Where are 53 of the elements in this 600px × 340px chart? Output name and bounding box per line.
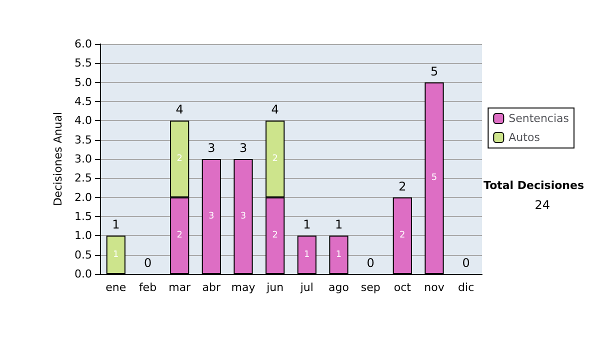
y-tick-label: 5.5	[74, 56, 92, 70]
total-label: 4	[271, 102, 279, 117]
total-label: 0	[366, 256, 374, 270]
y-tick-label: 4.5	[74, 95, 92, 108]
total-label: 1	[303, 218, 311, 232]
data-label: 1	[336, 250, 342, 260]
text: Total Decisiones	[484, 179, 584, 192]
y-tick-label: 1.0	[74, 229, 92, 242]
total-label: 4	[176, 102, 184, 117]
x-tick-label: ago	[328, 281, 350, 294]
x-tick-label: dic	[458, 281, 474, 294]
y-tick-label: 3.5	[74, 133, 92, 146]
total-label: 3	[208, 141, 216, 155]
total-label: 0	[144, 256, 152, 270]
total-label: 5	[430, 64, 438, 78]
total-label: 2	[398, 179, 406, 194]
y-tick-label: 1.5	[74, 210, 92, 223]
data-label: 1	[304, 250, 310, 260]
y-tick-label: 2.5	[74, 172, 92, 185]
data-label: 2	[400, 230, 406, 241]
data-label: 3	[208, 212, 214, 222]
data-label: 1	[113, 250, 119, 260]
x-tick-label: mar	[168, 281, 192, 294]
y-tick-label: 2.0	[74, 190, 92, 204]
legend-label: Autos	[508, 131, 540, 144]
text: 24	[534, 198, 550, 212]
legend-label: Sentencias	[508, 112, 570, 125]
y-axis-title: Decisiones Anual	[52, 112, 65, 206]
y-tick-label: 4.0	[74, 114, 92, 128]
x-tick-label: nov	[424, 281, 445, 294]
data-label: 2	[176, 154, 182, 164]
y-tick-label: 6.0	[74, 38, 92, 50]
total-label: 1	[112, 218, 120, 232]
y-tick-label: 3.0	[74, 152, 92, 166]
x-tick-label: feb	[138, 281, 157, 294]
data-label: 2	[176, 230, 182, 241]
data-label: 3	[240, 212, 246, 222]
x-tick-label: may	[231, 281, 256, 294]
data-label: 5	[431, 173, 438, 184]
data-label: 2	[272, 154, 278, 164]
x-tick-label: oct	[394, 281, 412, 294]
total-label: 3	[239, 141, 248, 155]
data-label: 2	[272, 230, 278, 241]
x-tick-label: jul	[299, 281, 314, 294]
x-tick-label: jun	[266, 281, 284, 294]
x-tick-label: abr	[202, 281, 222, 294]
total-label: 0	[462, 256, 470, 270]
y-tick-label: 0.0	[74, 268, 92, 280]
total-label: 1	[334, 218, 343, 232]
y-tick-label: 0.5	[74, 248, 92, 262]
x-tick-label: sep	[360, 281, 380, 294]
y-tick-label: 5.0	[74, 76, 92, 89]
x-tick-label: ene	[106, 281, 126, 294]
